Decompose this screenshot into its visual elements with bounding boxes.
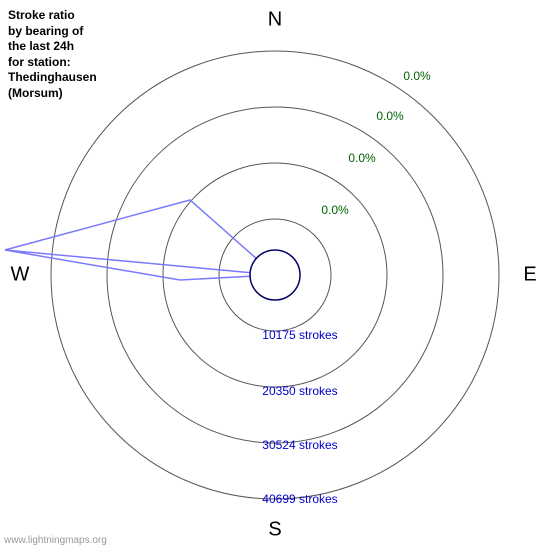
pct-label: 0.0% [403,69,431,83]
stroke-count-label: 40699 strokes [262,492,337,506]
pct-label: 0.0% [376,109,404,123]
compass-w: W [11,263,30,285]
pct-label: 0.0% [321,203,349,217]
polar-chart: N E S W 0.0% 0.0% 0.0% 0.0% 10175 strokes 20… [0,0,550,550]
compass-e: E [523,263,536,285]
compass-n: N [268,8,282,30]
inner-circle [250,250,300,300]
compass-s: S [268,518,281,540]
stroke-count-label: 10175 strokes [262,328,337,342]
pct-label: 0.0% [348,151,376,165]
rose-polyline [5,200,275,280]
stroke-count-label: 30524 strokes [262,438,337,452]
stroke-count-label: 20350 strokes [262,384,337,398]
